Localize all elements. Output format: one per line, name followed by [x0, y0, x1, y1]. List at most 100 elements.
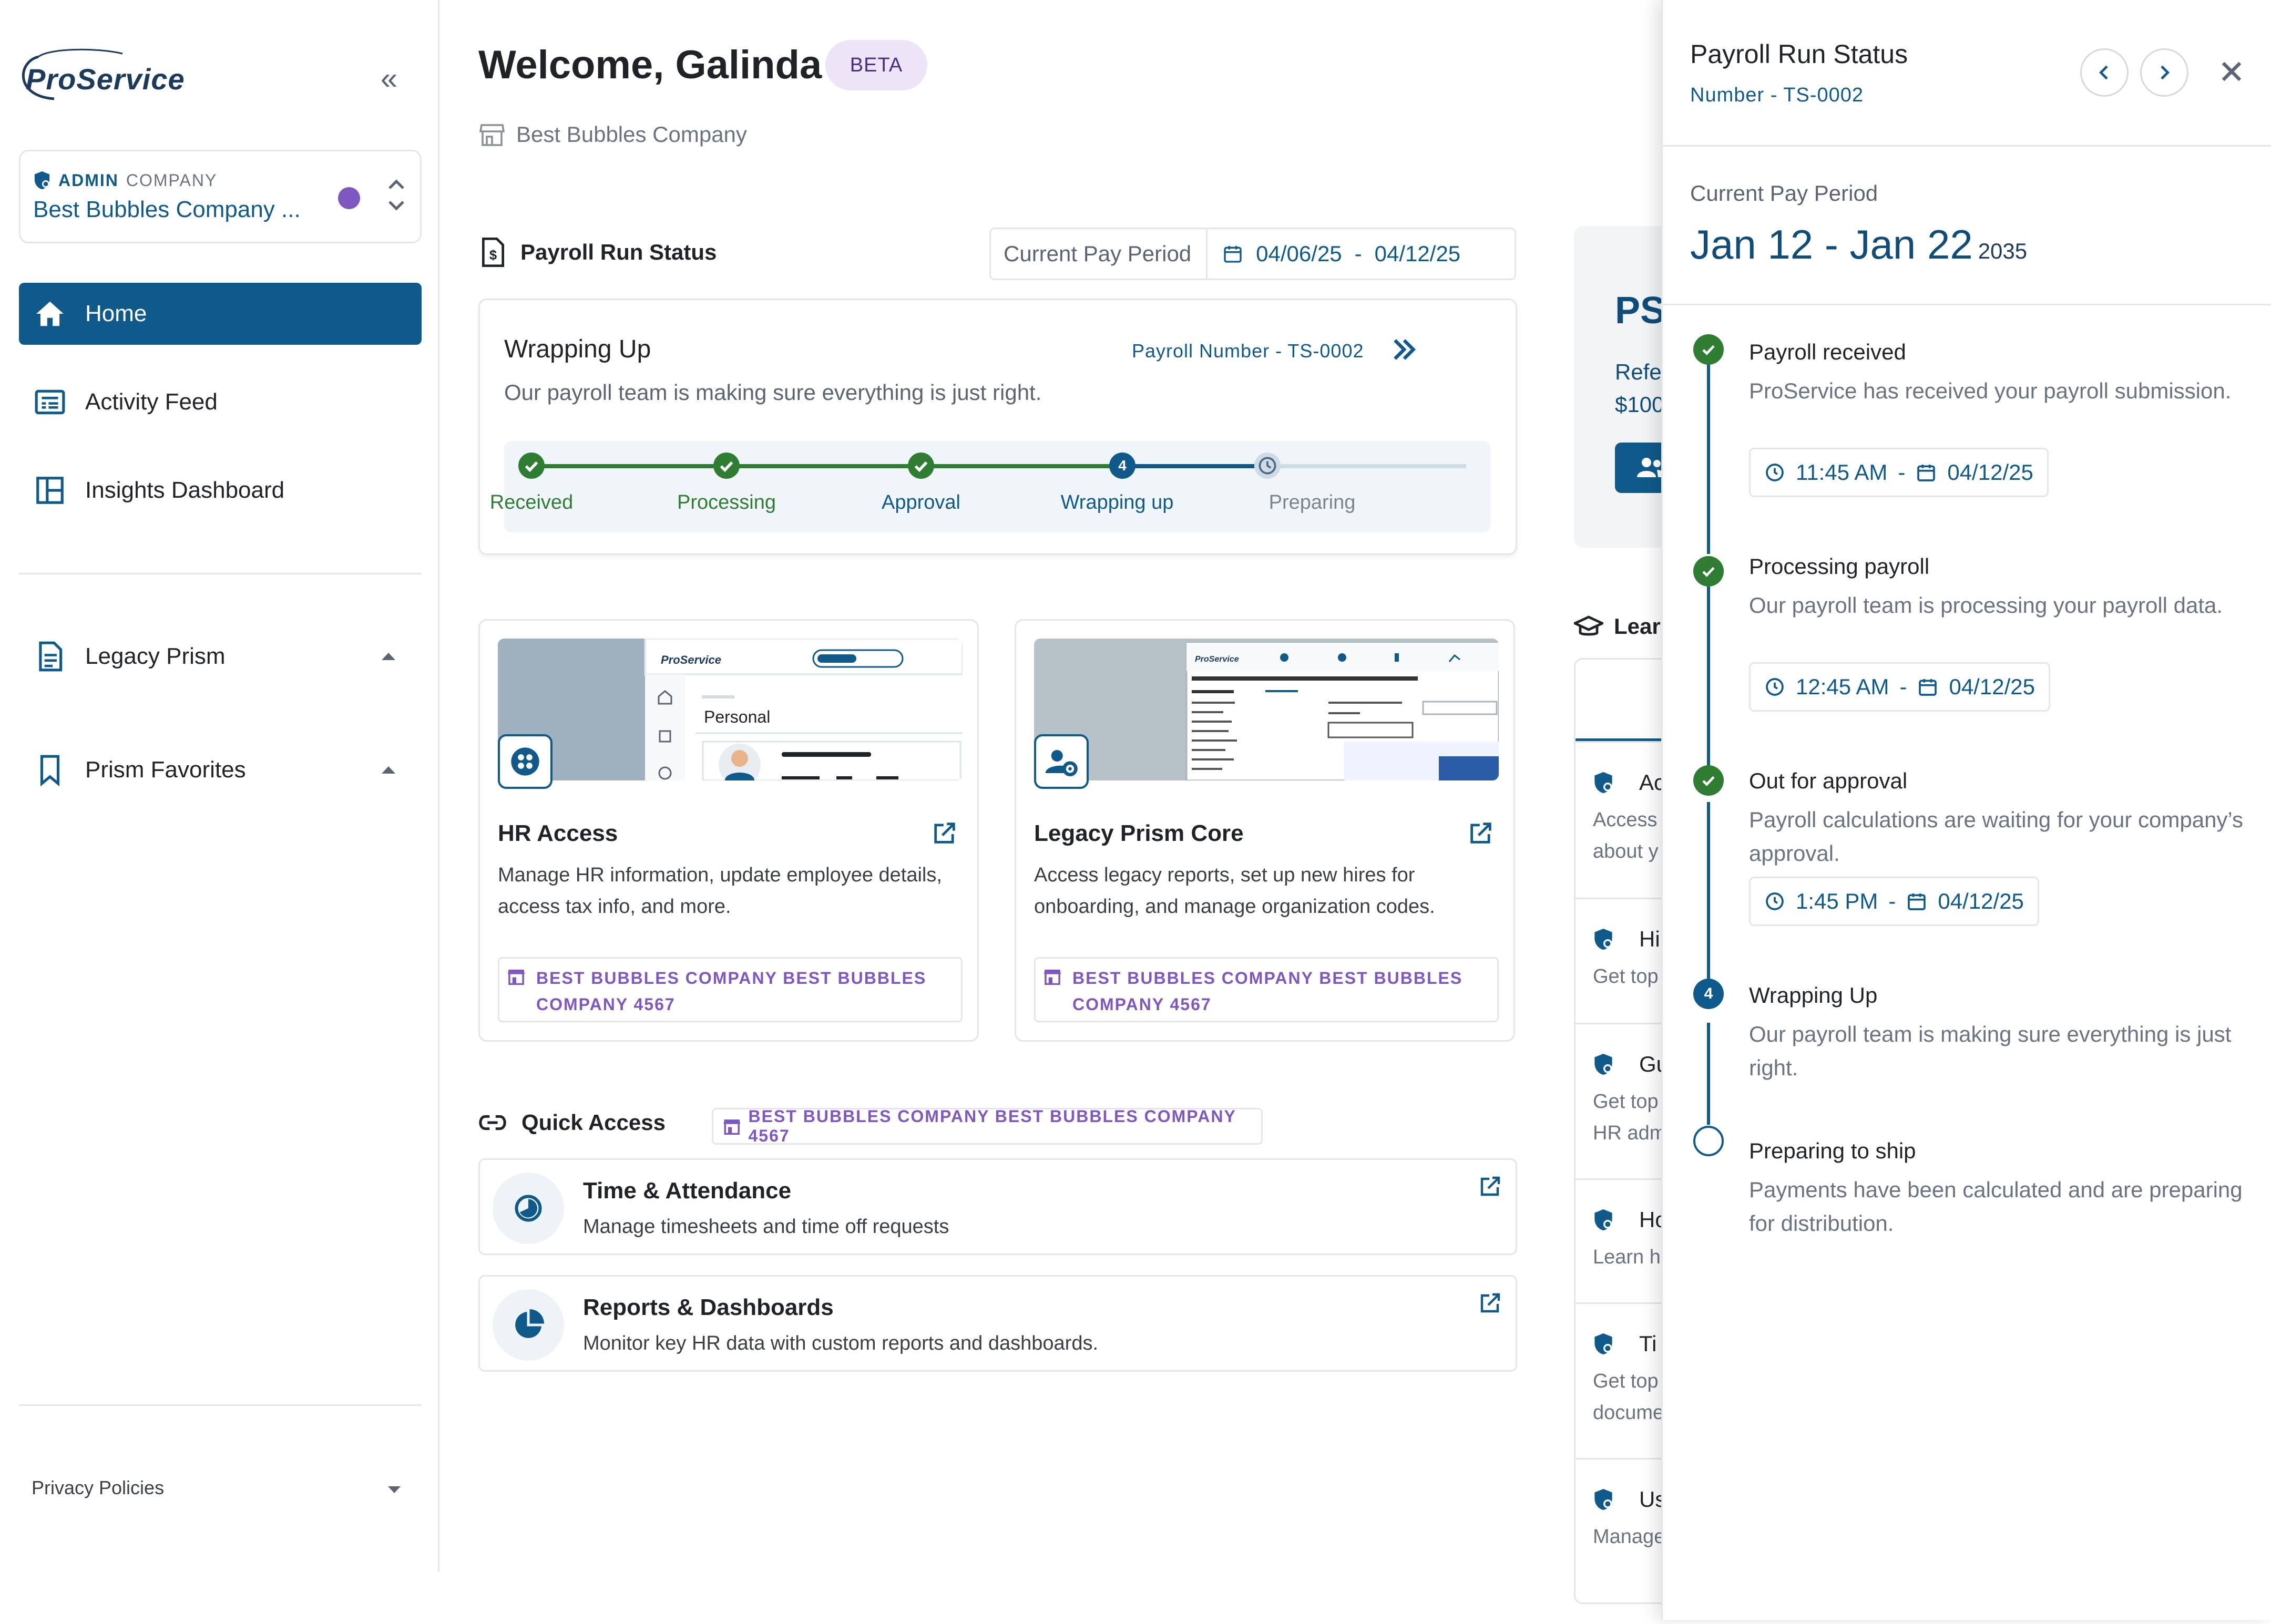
store-icon [723, 1119, 741, 1135]
timeline-time: 11:45 AM [1796, 460, 1888, 485]
quick-access-title: Quick Access [521, 1110, 666, 1135]
external-link-icon[interactable] [1478, 1174, 1503, 1199]
step-label-approval: Approval [882, 491, 960, 513]
progress-bar-pending [1267, 464, 1466, 468]
graduation-cap-icon [1574, 615, 1603, 636]
drawer-period-range: Jan 12 - Jan 22 2035 [1690, 221, 2027, 269]
timeline-title: Out for approval [1749, 768, 1908, 793]
external-link-icon[interactable] [931, 819, 958, 847]
pie-chart-icon [493, 1289, 564, 1361]
timeline-check-icon [1693, 334, 1724, 365]
quick-access-time-attendance[interactable]: Time & Attendance Manage timesheets and … [478, 1158, 1517, 1255]
timeline-time: 1:45 PM [1796, 889, 1878, 913]
payroll-status-subtitle: Our payroll team is making sure everythi… [504, 380, 1042, 405]
home-icon [36, 301, 64, 326]
sidebar-item-home[interactable]: Home [19, 283, 422, 345]
app-card-legacy-prism-core[interactable]: ProService Legacy Prism Core Access lega… [1015, 619, 1515, 1042]
close-icon[interactable] [2215, 55, 2248, 88]
timeline-desc: Payments have been calculated and are pr… [1749, 1177, 2243, 1236]
dashboard-icon [36, 477, 64, 504]
sidebar-group-prism-favorites[interactable]: Prism Favorites [19, 739, 422, 801]
payroll-status-card[interactable]: Wrapping Up Our payroll team is making s… [478, 299, 1517, 555]
hr-access-badge [498, 734, 553, 789]
learn-item-line-1: Get top [1593, 1091, 1659, 1113]
learn-item-title: Ti [1639, 1331, 1657, 1356]
beta-badge: BETA [825, 40, 927, 90]
logo-swoosh-icon [22, 48, 123, 100]
sidebar-item-label: Activity Feed [85, 389, 218, 415]
step-label-wrapping-up: Wrapping up [1060, 491, 1174, 513]
company-tag-text: BEST BUBBLES COMPANY BEST BUBBLES COMPAN… [748, 1107, 1236, 1145]
clock-icon [1766, 464, 1784, 481]
external-link-icon[interactable] [1467, 819, 1495, 847]
timeline-connector [1707, 1023, 1710, 1125]
quick-access-reports-dashboards[interactable]: Reports & Dashboards Monitor key HR data… [478, 1275, 1517, 1372]
pay-period-selector[interactable]: Current Pay Period 04/06/25 - 04/12/25 [989, 228, 1516, 280]
sidebar-item-label: Insights Dashboard [85, 477, 285, 503]
quick-access-item-title: Time & Attendance [583, 1178, 792, 1204]
learn-header: Lear [1574, 614, 1661, 639]
payroll-status-drawer: Payroll Run Status Number - TS-0002 Curr… [1661, 0, 2271, 1620]
previous-button[interactable] [2080, 48, 2129, 97]
caret-down-icon[interactable] [388, 1486, 401, 1493]
shield-icon [1594, 772, 1612, 793]
double-chevron-right-icon[interactable] [1388, 334, 1420, 365]
sidebar-item-insights-dashboard[interactable]: Insights Dashboard [19, 459, 422, 521]
legacy-thumb-logo: ProService [1195, 655, 1239, 664]
timeline-date: 04/12/25 [1947, 460, 2033, 485]
sidebar-item-activity-feed[interactable]: Activity Feed [19, 371, 422, 433]
chevron-left-icon [2099, 65, 2108, 80]
payroll-document-icon: $ [482, 238, 504, 267]
drawer-period-label: Current Pay Period [1690, 181, 1878, 205]
timeline-connector [1707, 802, 1710, 993]
timeline-title: Wrapping Up [1749, 983, 1878, 1008]
progress-bar-complete [531, 464, 1122, 468]
timeline-date: 04/12/25 [1938, 889, 2024, 913]
chevron-up-down-icon[interactable] [383, 171, 410, 219]
step-label-preparing: Preparing [1269, 491, 1356, 513]
caret-up-icon[interactable] [382, 766, 395, 774]
document-icon [39, 641, 63, 672]
progress-stepper: 4 Received Processing Approval Wrapping … [490, 441, 1490, 532]
activity-feed-icon [35, 389, 65, 415]
caret-up-icon[interactable] [382, 653, 395, 660]
payroll-number: Payroll Number - TS-0002 [1132, 340, 1364, 362]
external-link-icon[interactable] [1478, 1290, 1503, 1315]
step-current-number: 4 [1109, 453, 1136, 479]
app-card-hr-access[interactable]: ProService Personal HR Access [478, 619, 979, 1042]
sidebar-group-legacy-prism[interactable]: Legacy Prism [19, 625, 422, 687]
promo-line-2: $100 [1615, 392, 1664, 417]
calendar-icon [1919, 679, 1937, 696]
sidebar-group-label: Prism Favorites [85, 757, 246, 783]
company-switcher[interactable]: ADMIN COMPANY Best Bubbles Company ... [19, 150, 422, 243]
step-complete-icon [713, 453, 740, 479]
timeline-check-icon [1693, 765, 1724, 796]
next-button[interactable] [2140, 48, 2188, 97]
drawer-payroll-number: Number - TS-0002 [1690, 84, 1864, 106]
learn-item[interactable]: Us Manage [1574, 1458, 1732, 1579]
user-settings-icon [1045, 750, 1078, 777]
timeline-timestamp: 12:45 AM - 04/12/25 [1749, 662, 2050, 712]
people-circle-icon [511, 747, 539, 776]
privacy-policies-link[interactable]: Privacy Policies [32, 1477, 165, 1498]
store-icon [1044, 969, 1061, 985]
timeline-pending-step [1693, 1126, 1724, 1156]
legacy-prism-screenshot: ProService [1185, 642, 1499, 780]
learn-title: Lear [1614, 614, 1661, 639]
timeline-current-step: 4 [1693, 979, 1724, 1009]
learn-item[interactable]: Hi Get top [1574, 898, 1732, 1019]
proservice-logo[interactable]: ProService [17, 46, 186, 109]
timeline-title: Processing payroll [1749, 554, 1930, 579]
welcome-heading: Welcome, Galinda [478, 43, 822, 87]
legacy-prism-preview: ProService [1034, 639, 1499, 780]
learn-item[interactable]: Ac Access about y [1574, 741, 1732, 862]
drawer-title: Payroll Run Status [1690, 39, 1908, 69]
time-attendance-icon [493, 1173, 564, 1244]
quick-access-header: Quick Access [478, 1110, 666, 1135]
legacy-prism-core-description: Access legacy reports, set up new hires … [1034, 864, 1435, 918]
clock-icon [1766, 892, 1784, 910]
learn-item[interactable]: Ti Get top docume [1574, 1302, 1732, 1424]
progress-bar-current [1122, 464, 1267, 468]
sidebar-item-label: Home [85, 301, 147, 326]
collapse-sidebar-icon[interactable]: « [380, 61, 398, 96]
